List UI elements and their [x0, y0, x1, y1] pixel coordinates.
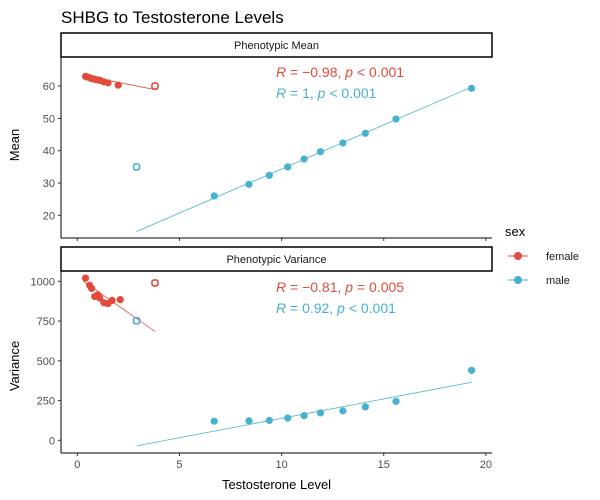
chart-title: SHBG to Testosterone Levels — [61, 8, 284, 27]
male-point — [392, 397, 400, 405]
male-point — [265, 171, 273, 179]
male-point — [210, 192, 218, 200]
female-point — [108, 296, 116, 305]
x-tick-label: 20 — [480, 459, 492, 471]
strip-box — [60, 32, 493, 58]
male-point — [392, 115, 400, 123]
annotation-part: = 0.005 — [353, 279, 404, 295]
annotation-part: p — [317, 85, 326, 101]
x-tick-label: 5 — [176, 459, 182, 471]
strip-label: Phenotypic Mean — [234, 40, 319, 52]
annotation-part: < 0.001 — [325, 85, 376, 101]
female-point — [104, 79, 112, 87]
x-axis-label: Testosterone Level — [222, 477, 331, 492]
y-axis-label: Variance — [7, 341, 22, 391]
female-point — [88, 284, 96, 293]
female-correlation-label: R = −0.98, p < 0.001 — [276, 64, 404, 80]
male-point — [300, 155, 308, 163]
y-tick-label: 750 — [37, 316, 55, 328]
female-point — [96, 294, 104, 302]
annotation-part: R — [276, 85, 286, 101]
male-point — [265, 416, 273, 425]
male-point — [339, 407, 347, 415]
legend-item-male: male — [508, 275, 570, 287]
annotation-part: = −0.98, — [286, 64, 345, 80]
male-point — [339, 139, 347, 147]
annotation-part: p — [344, 64, 353, 80]
male-point — [300, 412, 308, 420]
y-tick-label: 60 — [43, 81, 55, 93]
female-point — [114, 81, 122, 89]
annotation-part: R — [276, 279, 286, 295]
annotation-part: < 0.001 — [353, 64, 404, 80]
y-tick-label: 50 — [43, 113, 55, 125]
annotation-part: R — [276, 64, 286, 80]
annotation-part: < 0.001 — [345, 300, 396, 316]
annotation-part: R — [276, 300, 286, 316]
annotation-part: p — [344, 279, 353, 295]
female-outlier-point — [151, 82, 159, 90]
male-point — [245, 417, 253, 425]
legend-item-female: female — [508, 251, 579, 263]
male-correlation-label: R = 1, p < 0.001 — [276, 85, 377, 101]
legend-title: sex — [505, 224, 526, 239]
male-point — [467, 84, 476, 92]
male-point — [316, 409, 325, 417]
male-correlation-label: R = 0.92, p < 0.001 — [276, 300, 396, 316]
male-point — [361, 403, 369, 411]
y-tick-label: 0 — [49, 435, 55, 447]
annotation-part: = −0.81, — [286, 279, 345, 295]
male-point — [245, 180, 253, 188]
female-point — [81, 274, 90, 282]
annotation-part: p — [336, 300, 345, 316]
female-fit-line — [83, 281, 156, 332]
male-point — [467, 366, 476, 374]
panel-phenotypic-mean: Phenotypic Mean 20 30 40 50 60 R = −0.98, p <… — [7, 32, 493, 241]
x-tick-label: 0 — [74, 459, 80, 471]
y-tick-label: 500 — [37, 356, 55, 368]
y-tick-label: 250 — [37, 396, 55, 408]
x-tick-label: 10 — [275, 459, 287, 471]
y-tick-label: 20 — [43, 210, 55, 222]
y-tick-label: 40 — [43, 146, 55, 158]
male-point — [284, 414, 292, 422]
y-axis-label: Mean — [7, 129, 22, 162]
male-point — [210, 417, 218, 425]
female-correlation-label: R = −0.81, p = 0.005 — [276, 279, 404, 295]
male-point — [284, 163, 292, 171]
panel-phenotypic-variance: Phenotypic Variance 0 250 500 750 1000 0 5 10 15… — [7, 246, 493, 471]
legend-label: female — [546, 251, 579, 263]
y-tick-label: 30 — [43, 178, 55, 190]
male-outlier-point — [132, 316, 141, 325]
plot-area: 0 250 500 750 1000 0 5 10 15 20 R = −0.81, p = 0.0… — [31, 271, 492, 471]
female-point — [116, 296, 124, 304]
legend-swatch — [514, 252, 522, 260]
female-outlier-point — [151, 279, 159, 287]
legend-swatch — [514, 276, 522, 284]
x-tick-label: 15 — [378, 459, 390, 471]
strip-box — [60, 246, 493, 272]
y-tick-label: 1000 — [31, 276, 55, 288]
male-point — [316, 148, 325, 156]
annotation-part: = 1, — [286, 85, 318, 101]
legend: sex female male — [505, 224, 579, 287]
male-point — [361, 129, 369, 137]
strip-label: Phenotypic Variance — [226, 254, 326, 266]
legend-label: male — [546, 275, 570, 287]
annotation-part: = 0.92, — [286, 300, 337, 316]
male-outlier-point — [132, 163, 141, 171]
